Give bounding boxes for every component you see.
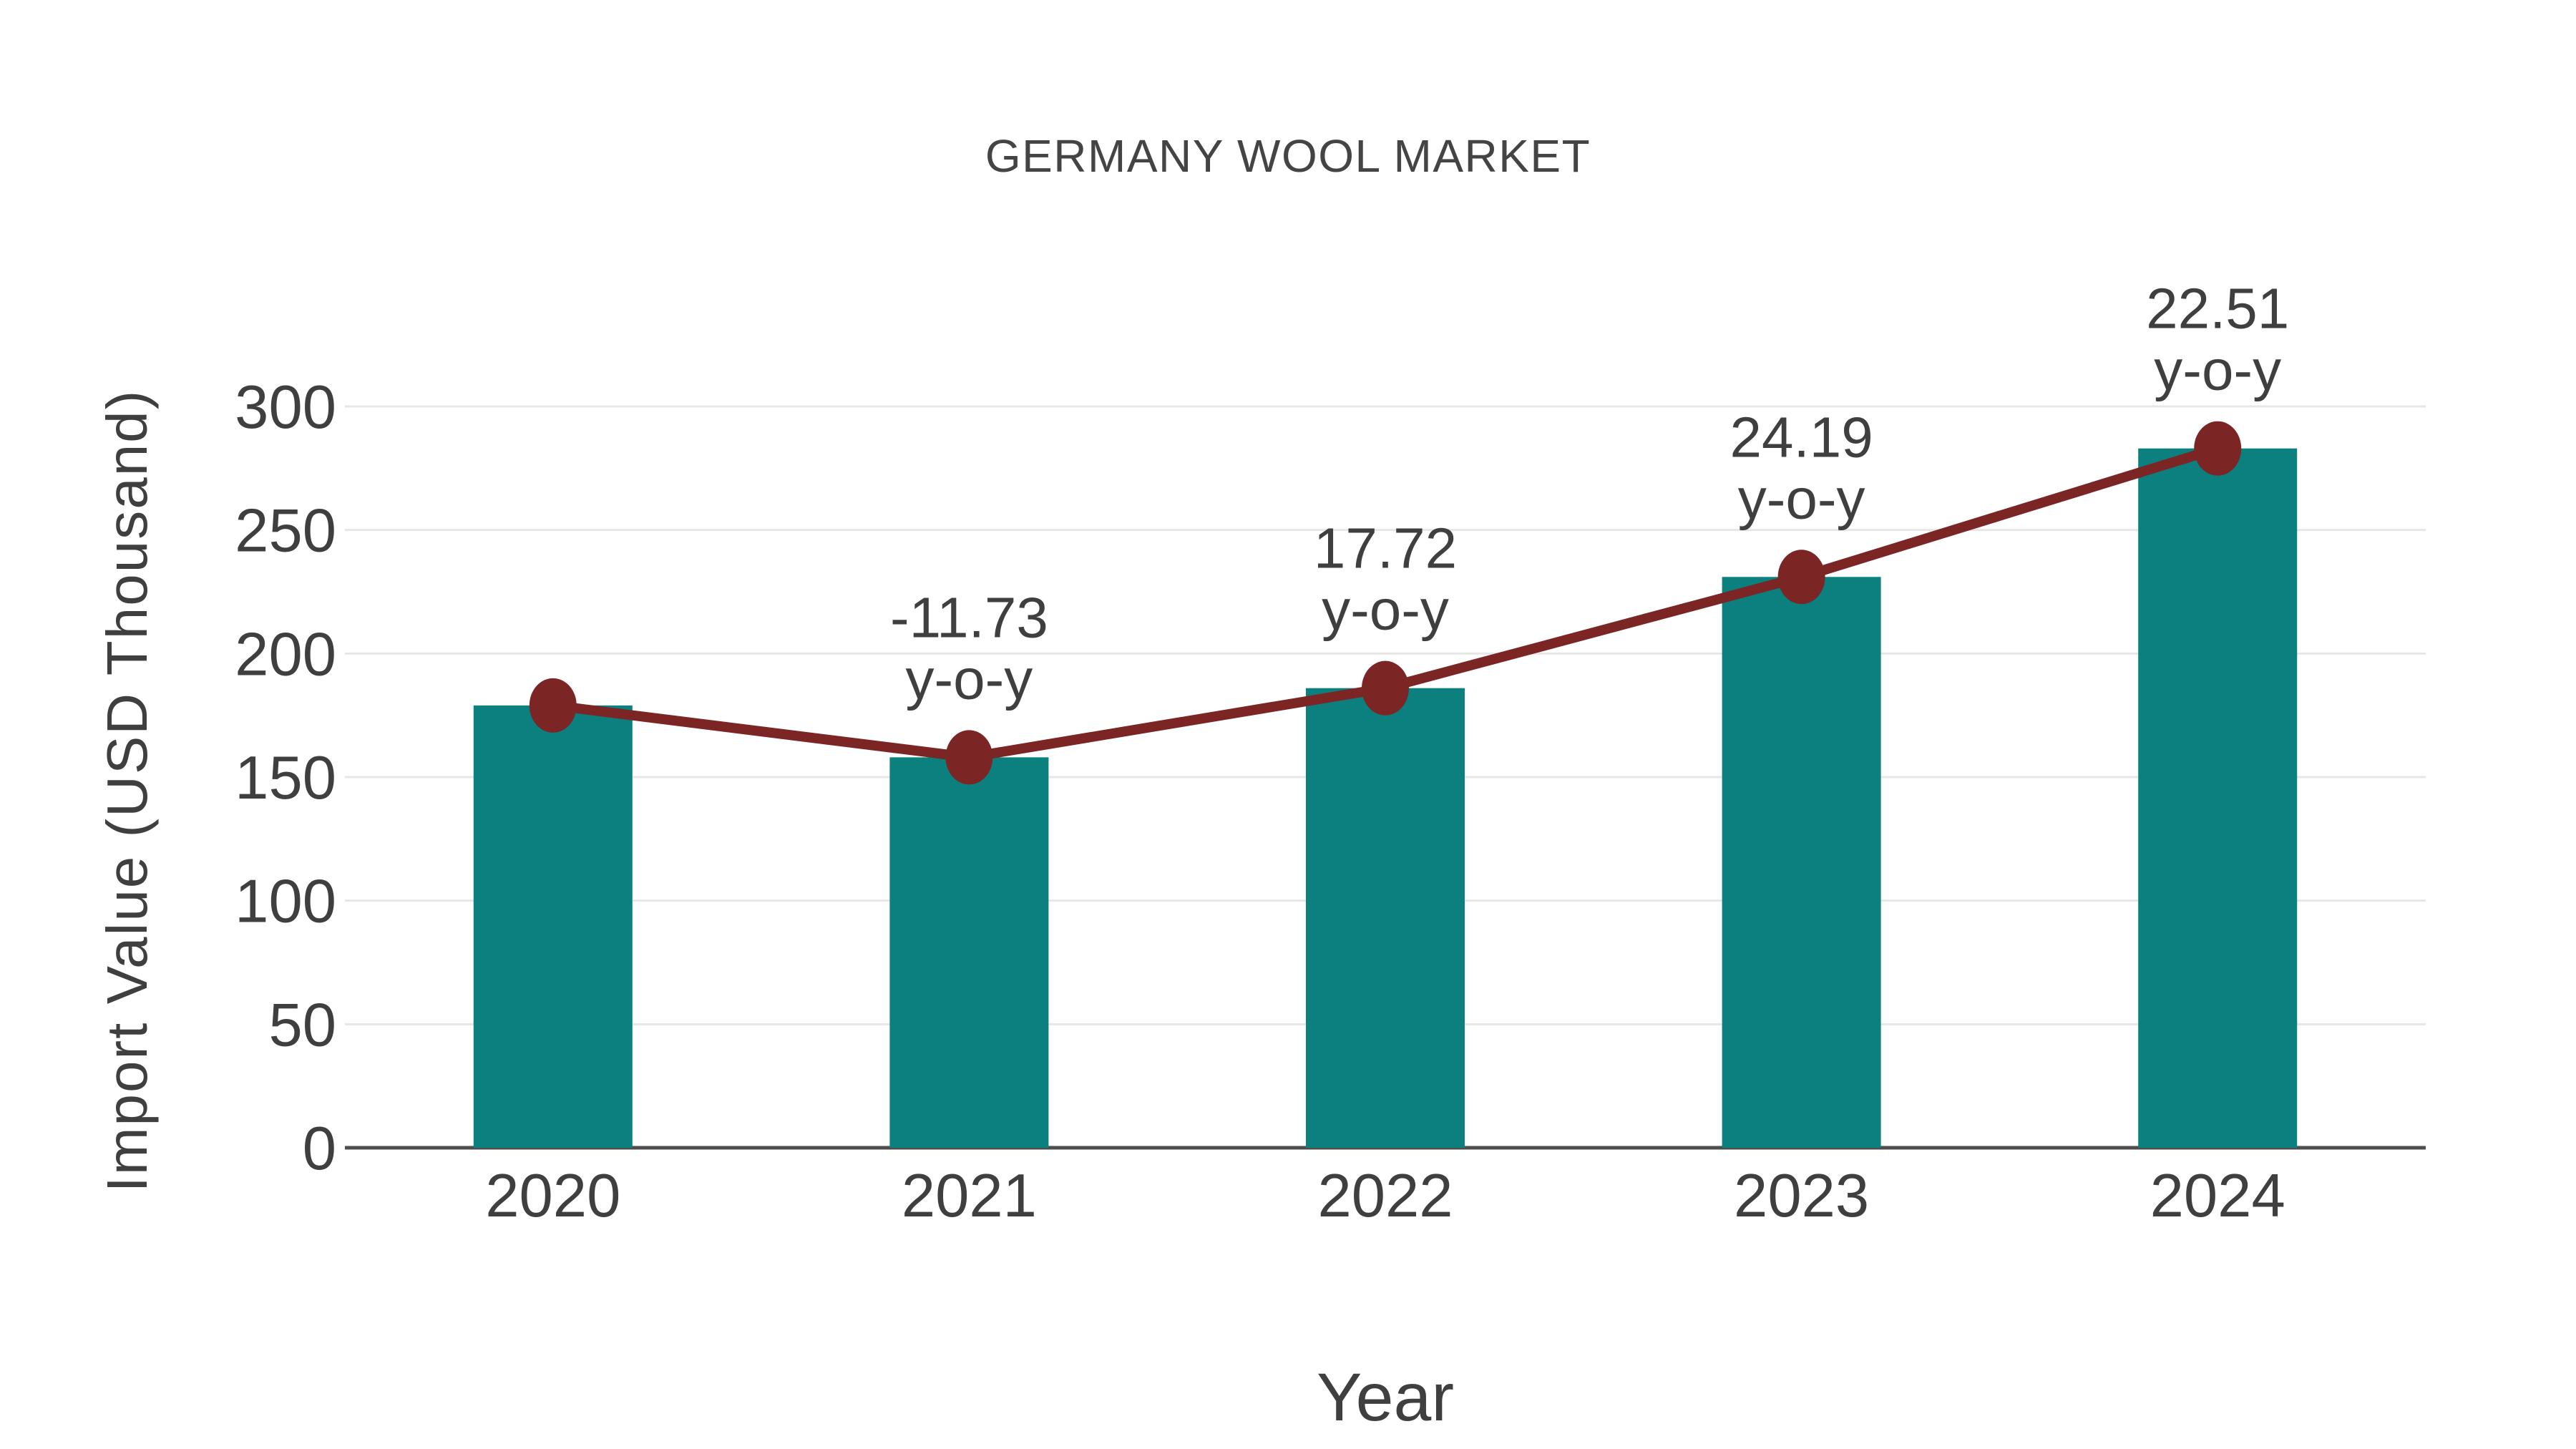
- y-tick-label-150: 150: [235, 744, 336, 812]
- y-tick-label-0: 0: [303, 1115, 336, 1183]
- annotation-2022-value: 17.72: [1314, 517, 1457, 580]
- bar-2022: [1306, 688, 1465, 1148]
- annotation-2022-suffix: y-o-y: [1322, 578, 1449, 642]
- tick-labels-layer: 0 50 100 150 200 250 300 2020 2021 2022 2023 2024: [235, 374, 2285, 1230]
- annotation-2024-suffix: y-o-y: [2154, 338, 2281, 402]
- x-tick-label-2022: 2022: [1317, 1162, 1453, 1230]
- y-tick-label-300: 300: [235, 374, 336, 441]
- annotation-2023-suffix: y-o-y: [1738, 467, 1865, 530]
- annotation-2024-value: 22.51: [2146, 277, 2289, 341]
- x-axis-title: Year: [1317, 1360, 1454, 1435]
- x-tick-label-2023: 2023: [1734, 1162, 1869, 1230]
- annotation-2021-value: -11.73: [890, 585, 1048, 649]
- bar-2021: [889, 757, 1049, 1148]
- x-tick-label-2024: 2024: [2150, 1162, 2285, 1230]
- bar-2023: [1722, 577, 1881, 1148]
- trend-marker-2020: [529, 678, 577, 733]
- y-axis-title: Import Value (USD Thousand): [95, 389, 159, 1193]
- trend-marker-2023: [1777, 550, 1825, 605]
- x-tick-label-2021: 2021: [902, 1162, 1037, 1230]
- trend-marker-2021: [945, 730, 993, 785]
- chart-title: GERMANY WOOL MARKET: [985, 130, 1591, 182]
- annotations-layer: -11.73y-o-y17.72y-o-y24.19y-o-y22.51y-o-…: [890, 277, 2289, 711]
- y-tick-label-100: 100: [235, 868, 336, 936]
- y-tick-label-200: 200: [235, 620, 336, 688]
- annotation-2021-suffix: y-o-y: [906, 647, 1033, 711]
- y-tick-label-50: 50: [268, 991, 336, 1059]
- annotation-2023-value: 24.19: [1729, 405, 1873, 469]
- trend-marker-2024: [2194, 421, 2242, 476]
- bar-2020: [473, 705, 633, 1148]
- x-tick-label-2020: 2020: [485, 1162, 620, 1230]
- trend-marker-2022: [1362, 660, 1409, 716]
- bar-2024: [2138, 448, 2298, 1148]
- bars-layer: [473, 448, 2298, 1148]
- y-tick-label-250: 250: [235, 497, 336, 565]
- trend-line-layer: [529, 421, 2242, 785]
